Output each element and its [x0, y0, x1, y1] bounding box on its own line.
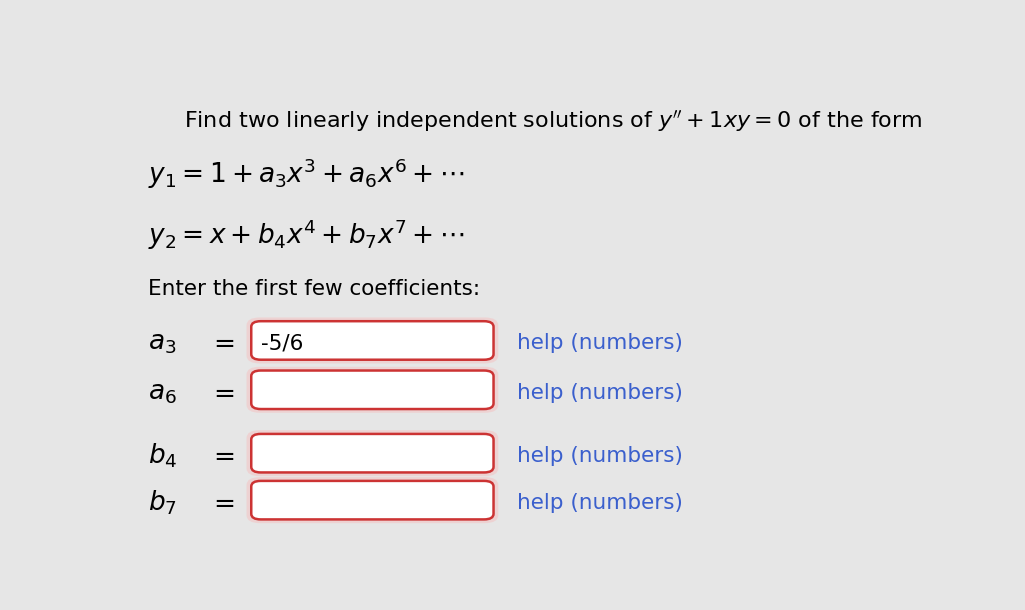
Text: help (numbers): help (numbers) — [518, 382, 684, 403]
Text: $=$: $=$ — [207, 379, 234, 406]
Text: $y_1 = 1 + a_3x^3 + a_6x^6 + \cdots$: $y_1 = 1 + a_3x^3 + a_6x^6 + \cdots$ — [148, 157, 464, 192]
Text: $=$: $=$ — [207, 443, 234, 469]
Text: $=$: $=$ — [207, 490, 234, 516]
Text: $=$: $=$ — [207, 330, 234, 356]
Text: Find two linearly independent solutions of $y'' + 1xy = 0$ of the form: Find two linearly independent solutions … — [183, 109, 923, 134]
FancyBboxPatch shape — [246, 317, 498, 364]
Text: $a_6$: $a_6$ — [148, 379, 176, 406]
Text: help (numbers): help (numbers) — [518, 493, 684, 513]
FancyBboxPatch shape — [251, 434, 494, 472]
FancyBboxPatch shape — [251, 370, 494, 409]
Text: $b_7$: $b_7$ — [148, 489, 177, 517]
Text: help (numbers): help (numbers) — [518, 333, 684, 353]
Text: help (numbers): help (numbers) — [518, 446, 684, 466]
Text: -5/6: -5/6 — [260, 333, 303, 353]
FancyBboxPatch shape — [246, 367, 498, 413]
Text: Enter the first few coefficients:: Enter the first few coefficients: — [148, 279, 480, 300]
Text: $y_2 = x + b_4x^4 + b_7x^7 + \cdots$: $y_2 = x + b_4x^4 + b_7x^7 + \cdots$ — [148, 218, 464, 253]
FancyBboxPatch shape — [251, 481, 494, 520]
FancyBboxPatch shape — [246, 430, 498, 476]
FancyBboxPatch shape — [251, 321, 494, 360]
Text: $a_3$: $a_3$ — [148, 330, 176, 356]
FancyBboxPatch shape — [246, 477, 498, 523]
Text: $b_4$: $b_4$ — [148, 442, 177, 470]
